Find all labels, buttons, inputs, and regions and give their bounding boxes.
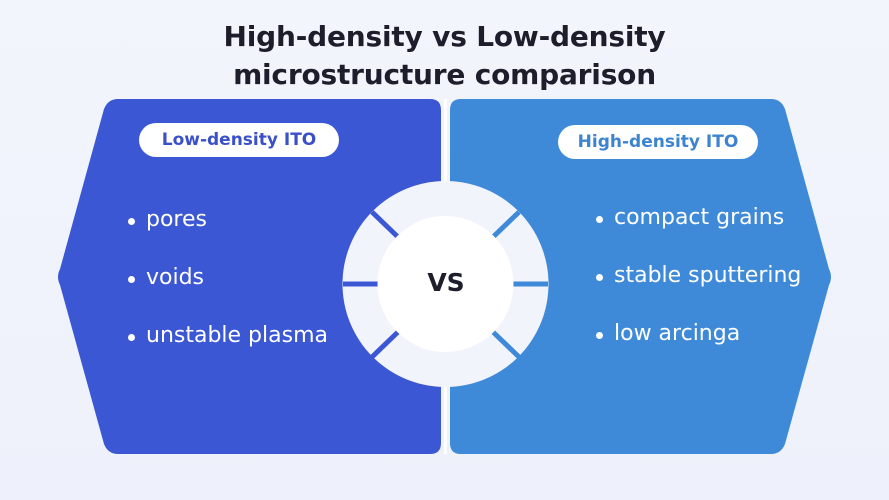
left-panel [58, 99, 441, 454]
vs-label: VS [427, 268, 465, 297]
list-item: low arcinga [594, 319, 801, 377]
list-item: voids [126, 263, 328, 321]
vs-circle-spokes-right [490, 210, 548, 359]
title-line-1: High-density vs Low-density [223, 20, 666, 53]
right-panel-list: compact grains stable sputtering low arc… [594, 203, 801, 377]
right-panel-label: High-density ITO [558, 125, 758, 159]
left-panel-list: pores voids unstable plasma [126, 205, 328, 379]
right-panel [450, 99, 831, 454]
vs-circle-inner [377, 216, 514, 352]
list-item: pores [126, 205, 328, 263]
vs-circle-spokes [343, 210, 401, 359]
list-item: unstable plasma [126, 321, 328, 379]
title-line-2: microstructure comparison [233, 58, 656, 91]
left-panel-label: Low-density ITO [139, 123, 339, 157]
list-item: stable sputtering [594, 261, 801, 319]
diagram-title: High-density vs Low-density microstructu… [0, 18, 889, 94]
list-item: compact grains [594, 203, 801, 261]
